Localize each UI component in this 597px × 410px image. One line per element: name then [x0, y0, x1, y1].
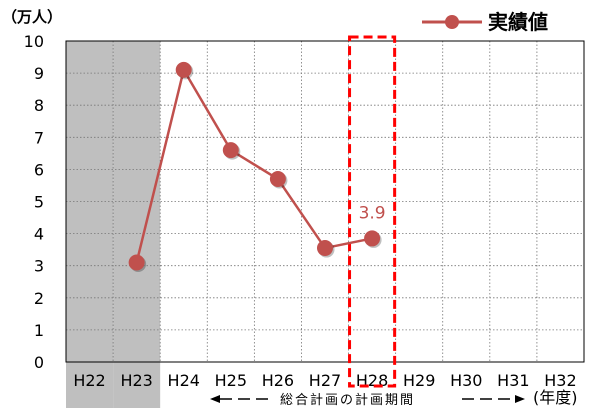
- data-point: [364, 230, 381, 247]
- x-axis-unit: (年度): [533, 388, 578, 407]
- shaded-band-h22: [66, 41, 114, 408]
- data-point: [269, 171, 286, 188]
- x-tick-label: H23: [120, 371, 152, 390]
- data-point: [175, 61, 192, 78]
- y-tick-label: 3: [34, 257, 44, 276]
- legend-marker: [445, 15, 459, 29]
- y-tick-label: 6: [34, 160, 44, 179]
- data-point: [317, 240, 333, 257]
- x-tick-label: H29: [403, 371, 435, 390]
- y-tick-label: 1: [34, 321, 44, 340]
- x-tick-label: H30: [450, 371, 482, 390]
- y-tick-label: 0: [34, 353, 44, 372]
- y-tick-label: 7: [34, 128, 44, 147]
- shaded-band-h23: [113, 41, 161, 408]
- x-tick-label: H24: [168, 371, 200, 390]
- period-right-arrow-icon: [515, 395, 525, 403]
- y-tick-label: 9: [34, 64, 44, 83]
- x-tick-label: H32: [544, 371, 576, 390]
- plot-frame: [65, 40, 585, 363]
- x-tick-label: H25: [215, 371, 247, 390]
- y-axis-unit: （万人）: [2, 8, 62, 26]
- highlight-box: [348, 35, 397, 388]
- y-tick-label: 5: [34, 193, 44, 212]
- x-tick-label: H22: [73, 371, 105, 390]
- x-tick-label: H26: [262, 371, 294, 390]
- y-tick-label: 4: [34, 225, 44, 244]
- x-tick-label: H31: [497, 371, 529, 390]
- legend-label: 実績値: [488, 10, 548, 34]
- plan-period-annotation: 総合計画の計画期間 (年度): [210, 388, 578, 408]
- y-tick-label: 10: [24, 32, 44, 51]
- legend: 実績値: [422, 10, 548, 34]
- data-point: [128, 254, 145, 271]
- x-tick-label: H27: [309, 371, 341, 390]
- series-line-0: [135, 66, 373, 263]
- period-label: 総合計画の計画期間: [280, 392, 415, 408]
- y-tick-label: 8: [34, 96, 44, 115]
- data-point: [222, 142, 239, 159]
- y-tick-label: 2: [34, 289, 44, 308]
- data-label: 3.9: [359, 203, 386, 223]
- period-left-arrow-icon: [210, 395, 220, 403]
